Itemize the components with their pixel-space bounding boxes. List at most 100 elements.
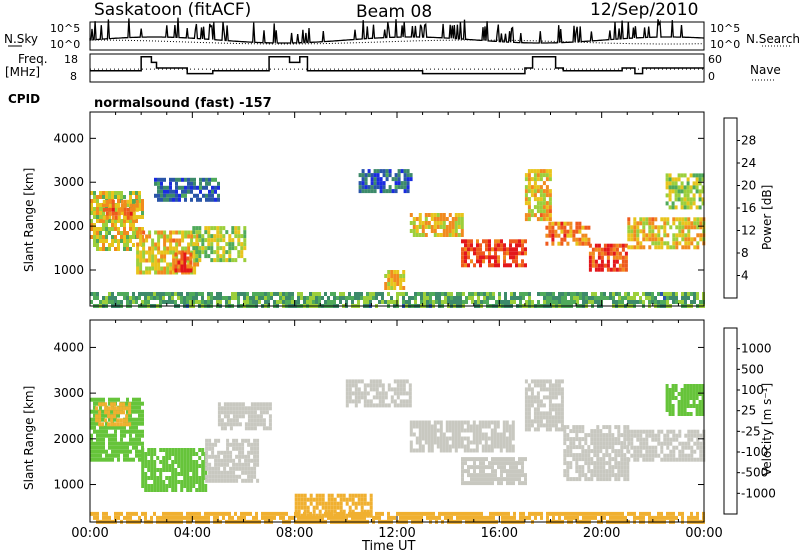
velocity-cell xyxy=(617,477,621,482)
power-cell xyxy=(494,259,497,264)
velocity-cell xyxy=(259,406,263,411)
velocity-cell xyxy=(504,511,507,516)
power-cell xyxy=(193,254,197,259)
power-cell xyxy=(166,250,170,255)
velocity-cell xyxy=(496,436,500,441)
power-cell xyxy=(261,292,264,296)
velocity-cell xyxy=(229,442,233,447)
power-cell xyxy=(424,233,428,237)
velocity-cell xyxy=(686,404,690,408)
power-cell xyxy=(518,263,521,268)
power-cell xyxy=(225,300,228,304)
velocity-cell xyxy=(563,473,567,478)
velocity-cell xyxy=(684,433,688,438)
velocity-cell xyxy=(174,480,178,484)
power-cell xyxy=(503,247,506,252)
power-cell xyxy=(537,300,540,304)
velocity-cell xyxy=(174,460,178,464)
power-cell xyxy=(142,250,146,255)
power-cell xyxy=(684,241,688,246)
power-cell xyxy=(157,238,161,243)
velocity-cell xyxy=(119,402,123,407)
power-cell xyxy=(479,255,482,260)
power-cell xyxy=(279,300,282,304)
velocity-cell xyxy=(369,497,373,502)
power-cell xyxy=(381,292,384,296)
velocity-cell xyxy=(241,410,245,415)
velocity-cell xyxy=(457,428,461,433)
power-cell xyxy=(527,197,531,202)
velocity-cell xyxy=(138,397,141,402)
power-cell xyxy=(145,266,149,271)
velocity-cell xyxy=(171,464,175,468)
velocity-cell xyxy=(665,388,669,392)
power-cell xyxy=(192,300,195,304)
velocity-cell xyxy=(211,474,215,479)
power-cell xyxy=(114,203,118,208)
velocity-cell xyxy=(232,462,236,467)
velocity-cell xyxy=(508,432,512,437)
power-cell xyxy=(105,215,109,220)
power-cell xyxy=(633,221,637,226)
power-cell xyxy=(157,189,160,194)
power-cell xyxy=(542,189,546,194)
power-cell xyxy=(291,296,294,300)
velocity-cell xyxy=(300,515,303,520)
velocity-cell xyxy=(614,437,618,442)
velocity-cell xyxy=(105,429,108,434)
velocity-cell xyxy=(506,477,509,482)
velocity-cell xyxy=(102,441,105,446)
velocity-cell xyxy=(294,493,298,498)
velocity-cell xyxy=(354,387,358,392)
velocity-cell xyxy=(235,478,239,483)
power-cell xyxy=(159,292,162,296)
velocity-cell xyxy=(669,457,673,462)
velocity-cell xyxy=(672,515,675,520)
power-cell xyxy=(193,234,197,239)
power-cell xyxy=(139,242,143,247)
power-cell xyxy=(686,185,690,190)
velocity-cell xyxy=(360,493,364,498)
velocity-cell xyxy=(509,465,512,470)
velocity-cell xyxy=(90,511,93,516)
power-cell xyxy=(600,247,604,252)
velocity-cell xyxy=(132,441,135,446)
velocity-cell xyxy=(494,461,497,466)
velocity-cell xyxy=(105,515,108,520)
velocity-cell xyxy=(116,422,120,427)
power-cell xyxy=(129,199,132,203)
power-cell xyxy=(542,205,546,210)
velocity-cell xyxy=(226,458,230,463)
velocity-cell xyxy=(375,383,379,388)
velocity-cell xyxy=(427,440,431,445)
velocity-cell xyxy=(214,466,218,471)
power-cell xyxy=(393,274,397,278)
power-cell xyxy=(105,231,108,235)
velocity-cell xyxy=(129,515,132,520)
power-cell xyxy=(96,219,99,223)
power-cell xyxy=(267,296,270,300)
power-cell xyxy=(162,296,165,300)
velocity-cell xyxy=(466,444,470,449)
velocity-cell xyxy=(360,515,363,520)
velocity-cell xyxy=(444,515,447,520)
power-cell xyxy=(636,241,640,246)
velocity-cell xyxy=(144,460,148,464)
velocity-cell xyxy=(363,515,366,520)
power-cell xyxy=(695,189,699,194)
velocity-cell xyxy=(485,473,488,478)
power-cell xyxy=(657,241,661,246)
velocity-cell xyxy=(244,470,248,475)
velocity-cell xyxy=(660,457,664,462)
velocity-cell xyxy=(530,399,534,404)
velocity-cell xyxy=(238,450,242,455)
power-cell xyxy=(138,296,141,300)
velocity-cell xyxy=(542,415,546,420)
velocity-cell xyxy=(602,477,606,482)
power-cell xyxy=(445,225,449,229)
velocity-cell xyxy=(237,515,240,520)
power-cell xyxy=(636,245,640,250)
velocity-cell xyxy=(566,465,570,470)
velocity-cell xyxy=(186,448,190,452)
power-cell xyxy=(438,296,441,300)
